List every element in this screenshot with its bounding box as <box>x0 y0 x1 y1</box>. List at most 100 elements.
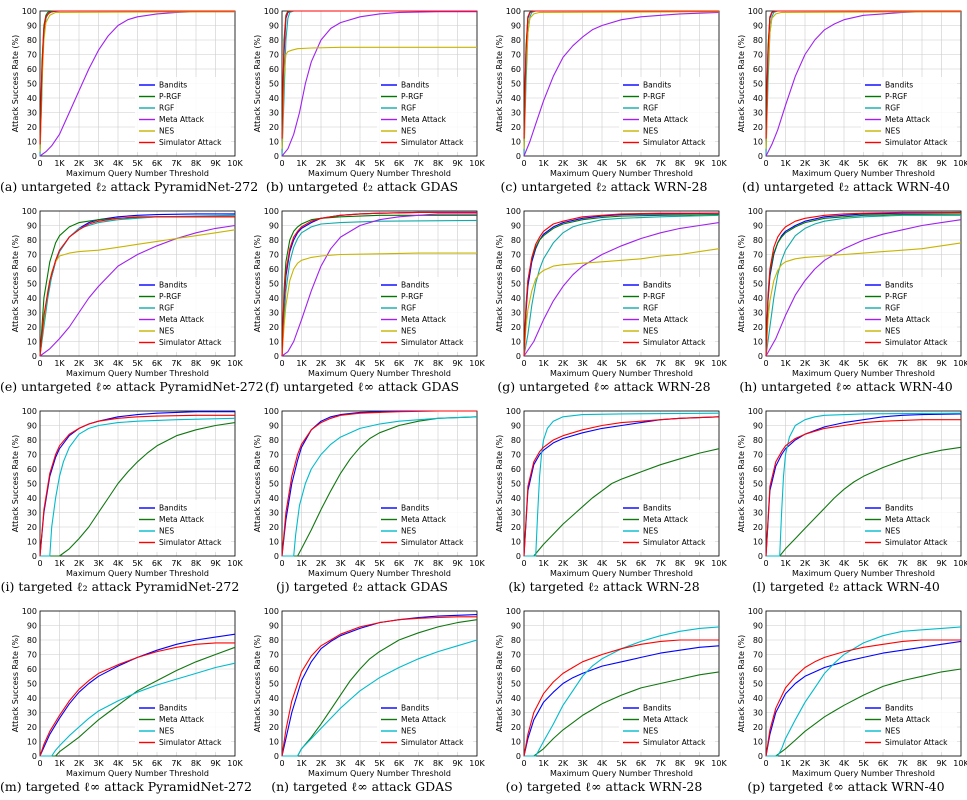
series-line <box>765 211 961 357</box>
x-tick-label: 2K <box>316 759 327 768</box>
y-axis-label: Attack Success Rate (%) <box>253 635 262 733</box>
y-tick-label: 90 <box>511 622 521 631</box>
legend-label: Simulator Attack <box>885 538 948 547</box>
x-tick-label: 8K <box>675 359 686 368</box>
x-axis-label: Maximum Query Number Threshold <box>792 769 935 778</box>
panel-caption: (f) untargeted ℓ∞ attack GDAS <box>242 379 482 395</box>
x-tick-label: 0 <box>763 159 768 168</box>
series-line <box>523 639 719 757</box>
series-line <box>281 252 477 357</box>
caption-label: (i) targeted <box>0 579 77 594</box>
x-tick-label: 1K <box>780 159 791 168</box>
x-tick-label: 10K <box>711 559 727 568</box>
x-tick-label: 10K <box>469 559 485 568</box>
y-tick-label: 20 <box>753 723 763 732</box>
x-axis-label: Maximum Query Number Threshold <box>308 769 451 778</box>
x-tick-label: 5K <box>374 559 385 568</box>
y-tick-label: 30 <box>511 309 521 318</box>
x-tick-label: 0 <box>37 759 42 768</box>
x-tick-label: 4K <box>839 559 850 568</box>
x-tick-label: 2K <box>74 359 85 368</box>
x-tick-label: 6K <box>152 359 163 368</box>
x-tick-label: 9K <box>694 159 705 168</box>
x-tick-label: 7K <box>171 559 182 568</box>
y-tick-label: 20 <box>269 723 279 732</box>
y-tick-label: 60 <box>753 265 763 274</box>
y-tick-label: 60 <box>511 465 521 474</box>
legend-label: Meta Attack <box>401 315 447 324</box>
caption-label: (p) targeted <box>747 779 828 794</box>
x-tick-label: 3K <box>93 759 104 768</box>
x-tick-label: 4K <box>597 359 608 368</box>
x-tick-label: 6K <box>636 559 647 568</box>
y-tick-label: 50 <box>753 680 763 689</box>
panel-caption: (o) targeted ℓ∞ attack WRN-28 <box>484 779 724 795</box>
x-tick-label: 5K <box>132 159 143 168</box>
legend-box <box>377 277 473 352</box>
y-axis-label: Attack Success Rate (%) <box>11 235 20 333</box>
series-line <box>523 212 720 357</box>
y-tick-label: 90 <box>269 222 279 231</box>
series-line <box>765 10 961 139</box>
y-tick-label: 90 <box>511 22 521 31</box>
legend-label: NES <box>643 127 658 136</box>
caption-label: (l) targeted <box>752 579 829 594</box>
chart-panel: 0 10 20 30 40 50 60 70 80 90 100 0 1K 2K 3K 4K 5K 6K 7K 8K 9… <box>242 600 485 800</box>
y-tick-label: 70 <box>27 651 37 660</box>
legend-label: Bandits <box>401 704 429 713</box>
y-tick-label: 80 <box>27 36 37 45</box>
legend-label: Bandits <box>643 281 671 290</box>
y-tick-label: 30 <box>511 709 521 718</box>
x-tick-label: 5K <box>374 359 385 368</box>
x-tick-label: 5K <box>374 159 385 168</box>
caption-attack: ℓ∞ attack <box>827 779 892 794</box>
caption-attack: ℓ₂ attack <box>351 579 411 594</box>
caption-attack: ℓ₂ attack <box>828 579 887 594</box>
x-tick-label: 0 <box>521 559 526 568</box>
x-tick-label: 5K <box>616 559 627 568</box>
series-line <box>523 416 720 557</box>
legend-label: Meta Attack <box>401 115 447 124</box>
panel-caption: (h) untargeted ℓ∞ attack WRN-40 <box>726 379 966 395</box>
x-tick-label: 3K <box>819 559 830 568</box>
legend-label: Meta Attack <box>159 315 205 324</box>
x-tick-label: 6K <box>636 359 647 368</box>
caption-model: GDAS <box>420 179 459 194</box>
legend-label: Meta Attack <box>159 515 205 524</box>
legend-label: Simulator Attack <box>159 138 222 147</box>
y-tick-label: 70 <box>511 251 521 260</box>
legend-label: Bandits <box>159 704 187 713</box>
x-tick-label: 9K <box>936 359 947 368</box>
legend-label: Simulator Attack <box>885 138 948 147</box>
y-tick-label: 10 <box>269 338 279 347</box>
series-line <box>524 412 720 557</box>
y-tick-label: 0 <box>758 552 763 561</box>
series-line <box>524 671 720 757</box>
x-tick-label: 9K <box>694 359 705 368</box>
legend-label: Bandits <box>643 504 671 513</box>
line-chart: 0 10 20 30 40 50 60 70 80 90 100 0 1K 2K 3K 4K 5K 6K 7K 8K 9… <box>11 207 243 378</box>
legend-label: P-RGF <box>401 292 423 301</box>
line-chart: 0 10 20 30 40 50 60 70 80 90 100 0 1K 2K 3K 4K 5K 6K 7K 8K 9… <box>11 7 243 178</box>
x-tick-label: 10K <box>711 159 727 168</box>
legend-label: Simulator Attack <box>643 538 706 547</box>
y-tick-label: 100 <box>506 407 521 416</box>
y-tick-label: 30 <box>269 309 279 318</box>
legend-label: Meta Attack <box>643 315 689 324</box>
caption-model: WRN-40 <box>886 579 940 594</box>
x-tick-label: 4K <box>839 359 850 368</box>
y-tick-label: 80 <box>27 636 37 645</box>
line-chart: 0 10 20 30 40 50 60 70 80 90 100 0 1K 2K 3K 4K 5K 6K 7K 8K 9… <box>737 7 967 178</box>
series-line <box>523 248 720 357</box>
y-tick-label: 40 <box>27 694 37 703</box>
series-line <box>39 216 235 357</box>
legend-label: Bandits <box>643 81 671 90</box>
caption-label: (k) targeted <box>508 579 588 594</box>
legend-label: Bandits <box>885 281 913 290</box>
y-tick-label: 0 <box>516 752 521 761</box>
caption-label: (e) untargeted <box>0 379 96 394</box>
chart-panel: 0 10 20 30 40 50 60 70 80 90 100 0 1K 2K 3K 4K 5K 6K 7K 8K 9… <box>726 400 967 600</box>
caption-model: PyramidNet-272 <box>147 779 252 794</box>
y-tick-label: 100 <box>22 607 37 616</box>
series-line <box>523 645 720 757</box>
